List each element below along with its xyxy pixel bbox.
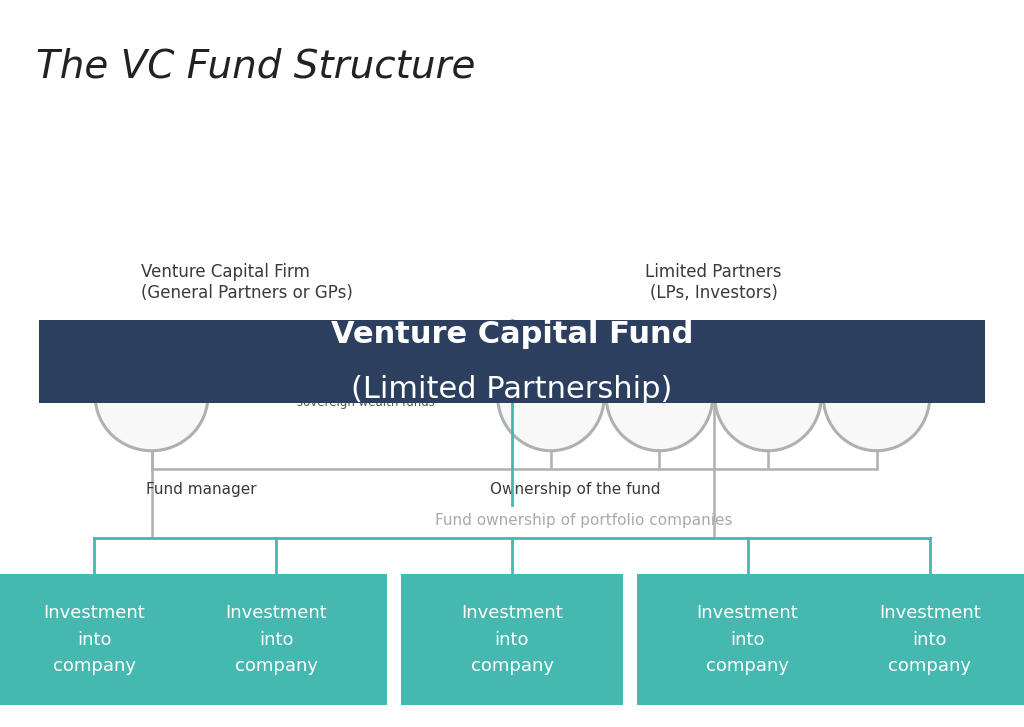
Text: The VC Fund Structure: The VC Fund Structure	[36, 47, 475, 85]
Text: LP: LP	[539, 386, 563, 406]
Text: Fund manager: Fund manager	[146, 482, 257, 497]
FancyBboxPatch shape	[39, 320, 985, 403]
FancyBboxPatch shape	[166, 574, 387, 705]
Text: Fund ownership of portfolio companies: Fund ownership of portfolio companies	[435, 513, 732, 528]
Text: VC: VC	[137, 386, 166, 406]
Text: Ownership of the fund: Ownership of the fund	[490, 482, 660, 497]
Text: Investment
into
company: Investment into company	[43, 604, 145, 675]
Text: Investment
into
company: Investment into company	[879, 604, 981, 675]
Ellipse shape	[606, 342, 713, 451]
Text: Examples: public pension funds, corporate
pension funds, insurance companies, hi: Examples: public pension funds, corporat…	[297, 324, 549, 409]
Ellipse shape	[715, 342, 821, 451]
Text: Venture Capital Fund: Venture Capital Fund	[331, 320, 693, 348]
Text: (Limited Partnership): (Limited Partnership)	[351, 375, 673, 403]
Text: LP: LP	[864, 386, 889, 406]
Text: LP: LP	[756, 386, 780, 406]
Ellipse shape	[95, 342, 208, 451]
Ellipse shape	[498, 342, 604, 451]
FancyBboxPatch shape	[819, 574, 1024, 705]
Text: Limited Partners
(LPs, Investors): Limited Partners (LPs, Investors)	[645, 263, 782, 302]
FancyBboxPatch shape	[401, 574, 623, 705]
Text: Investment
into
company: Investment into company	[225, 604, 328, 675]
Text: Investment
into
company: Investment into company	[461, 604, 563, 675]
Text: Venture Capital Firm
(General Partners or GPs): Venture Capital Firm (General Partners o…	[141, 263, 353, 302]
Ellipse shape	[823, 342, 930, 451]
FancyBboxPatch shape	[0, 574, 205, 705]
Text: Investment
into
company: Investment into company	[696, 604, 799, 675]
FancyBboxPatch shape	[637, 574, 858, 705]
Text: LP: LP	[647, 386, 672, 406]
